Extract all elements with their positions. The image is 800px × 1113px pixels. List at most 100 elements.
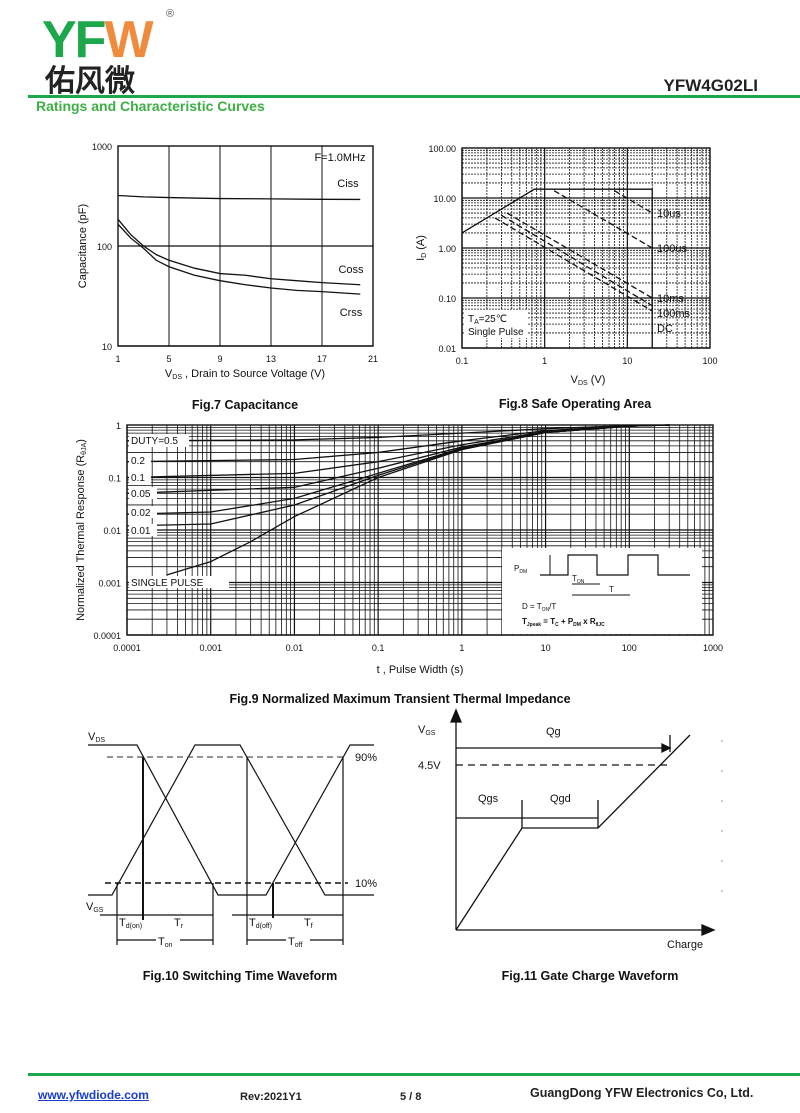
plot-frame bbox=[126, 424, 714, 636]
inset-ton-label: TON bbox=[572, 574, 585, 585]
x-tick-label: 5 bbox=[166, 354, 171, 364]
inset-pdm-label: PDM bbox=[514, 564, 527, 575]
x-tick-label: 10 bbox=[541, 643, 551, 653]
x-tick-label: 17 bbox=[317, 354, 327, 364]
fig8-soa-chart: 0.1 1 10 100 0.01 0.10 1.00 10.00 100.00 bbox=[428, 144, 717, 366]
fig8-label-dc: DC bbox=[657, 323, 673, 335]
inset-duty-formula: D = TON/T bbox=[522, 602, 556, 613]
fig11-4-5v-label: 4.5V bbox=[418, 760, 441, 772]
x-tick-label: 0.01 bbox=[286, 643, 304, 653]
x-tick-label: 1 bbox=[459, 643, 464, 653]
fig8-annotation-pulse: Single Pulse bbox=[468, 327, 524, 338]
y-tick-label: 100 bbox=[97, 242, 112, 252]
series-line-100us bbox=[553, 190, 653, 249]
series-line-10us bbox=[614, 190, 653, 214]
x-tick-label: 0.1 bbox=[456, 356, 469, 366]
x-tick-label: 1 bbox=[115, 354, 120, 364]
inset-period-label: T bbox=[609, 585, 614, 594]
fig9-label-single-pulse: SINGLE PULSE bbox=[131, 578, 204, 589]
x-tick-label: 1000 bbox=[703, 643, 723, 653]
fig11-charge-label: Charge bbox=[667, 939, 703, 951]
fig8-annotation-temp: TA=25℃ bbox=[468, 314, 507, 326]
fig8-label-100us: 100us bbox=[657, 243, 687, 255]
series-line-crss bbox=[117, 223, 361, 295]
fig7-caption: Fig.7 Capacitance bbox=[191, 398, 299, 412]
x-tick-label: 100 bbox=[702, 356, 717, 366]
series-line-0-05 bbox=[126, 424, 670, 494]
fig7-label-coss: Coss bbox=[338, 264, 364, 276]
revision: Rev:2021Y1 bbox=[240, 1091, 302, 1103]
fig11-qgs-label: Qgs bbox=[478, 793, 499, 805]
fig7-frequency-note: F=1.0MHz bbox=[314, 152, 365, 164]
part-number: YFW4G02LI bbox=[663, 76, 758, 95]
fig9-label-002: 0.02 bbox=[131, 508, 151, 519]
x-tick-label: 100 bbox=[622, 643, 637, 653]
x-tick-label: 21 bbox=[368, 354, 378, 364]
fig7-label-ciss: Ciss bbox=[337, 178, 359, 190]
fig10-toff-label: Toff bbox=[288, 936, 302, 949]
registered-mark: ® bbox=[166, 8, 175, 20]
y-tick-label: 0.0001 bbox=[93, 631, 121, 641]
x-tick-label: 9 bbox=[217, 354, 222, 364]
fig8-label-10us: 10us bbox=[657, 208, 681, 220]
x-tick-label: 0.001 bbox=[199, 643, 222, 653]
y-tick-label: 0.001 bbox=[98, 579, 121, 589]
series-line-limit bbox=[461, 188, 653, 348]
fig10-caption: Fig.10 Switching Time Waveform bbox=[142, 969, 338, 983]
y-tick-label: 0.10 bbox=[438, 294, 456, 304]
fig11-qg-label: Qg bbox=[546, 726, 561, 738]
fig8-caption: Fig.8 Safe Operating Area bbox=[498, 397, 652, 411]
fig8-y-label: ID (A) bbox=[415, 235, 428, 261]
page-number: 5 / 8 bbox=[400, 1091, 422, 1103]
fig10-vds-label: VDS bbox=[88, 731, 105, 744]
fig10-vgs-label: VGS bbox=[86, 901, 104, 914]
fig7-x-label: VDS , Drain to Source Voltage (V) bbox=[165, 368, 325, 381]
fig10-90-label: 90% bbox=[355, 752, 377, 764]
fig9-label-001: 0.01 bbox=[131, 526, 151, 537]
y-tick-label: 0.1 bbox=[108, 474, 121, 484]
series-line-10ms bbox=[506, 212, 653, 299]
series-line-100ms bbox=[501, 214, 653, 307]
fig9-caption: Fig.9 Normalized Maximum Transient Therm… bbox=[229, 692, 571, 706]
y-tick-label: 0.01 bbox=[438, 344, 456, 354]
fig9-duty-inset: PDM TON T D = TON/T TJpeak = TC + PDM x … bbox=[502, 548, 702, 634]
y-tick-label: 1.00 bbox=[438, 244, 456, 254]
plot-frame bbox=[461, 147, 711, 349]
fig9-label-duty05: DUTY=0.5 bbox=[131, 436, 178, 447]
y-tick-label: 1 bbox=[116, 421, 121, 431]
fig10-tr-label: Tr bbox=[174, 917, 184, 930]
fig7-capacitance-chart: 1 5 9 13 17 21 10 100 1000 bbox=[92, 142, 378, 364]
logo: YFW bbox=[42, 11, 154, 69]
section-title: Ratings and Characteristic Curves bbox=[36, 98, 265, 114]
series-line-coss bbox=[117, 218, 361, 286]
fig8-x-label: VDS (V) bbox=[571, 374, 606, 387]
y-tick-label: 0.01 bbox=[103, 526, 121, 536]
series-line-0-2 bbox=[126, 424, 670, 463]
fig11-qgd-label: Qgd bbox=[550, 793, 571, 805]
website-link[interactable]: www.yfwdiode.com bbox=[38, 1088, 149, 1102]
y-tick-label: 10 bbox=[102, 342, 112, 352]
fig9-label-005: 0.05 bbox=[131, 489, 151, 500]
plot-frame bbox=[117, 145, 374, 347]
y-tick-label: 100.00 bbox=[428, 144, 456, 154]
fig10-10-label: 10% bbox=[355, 878, 377, 890]
header-rule bbox=[28, 95, 800, 98]
y-tick-label: 10.00 bbox=[433, 194, 456, 204]
logo-chinese: 佑风微 bbox=[45, 64, 135, 99]
fig8-label-10ms: 10ms bbox=[657, 293, 684, 305]
series-line-ciss bbox=[117, 194, 361, 201]
series-line-dc bbox=[494, 217, 653, 312]
series-line-single-pulse bbox=[166, 424, 670, 576]
x-tick-label: 1 bbox=[542, 356, 547, 366]
fig11-gate-charge-diagram bbox=[450, 708, 723, 936]
fig11-caption: Fig.11 Gate Charge Waveform bbox=[501, 969, 679, 983]
inset-tj-formula: TJpeak = TC + PDM x RθJC bbox=[522, 617, 605, 628]
fig7-label-crss: Crss bbox=[340, 307, 363, 319]
fig10-switching-diagram bbox=[88, 744, 374, 945]
fig10-tdoff-label: Td(off) bbox=[249, 917, 272, 930]
y-tick-label: 1000 bbox=[92, 142, 112, 152]
fig10-tf-label: Tf bbox=[304, 917, 313, 930]
fig11-vgs-label: VGS bbox=[418, 724, 436, 737]
